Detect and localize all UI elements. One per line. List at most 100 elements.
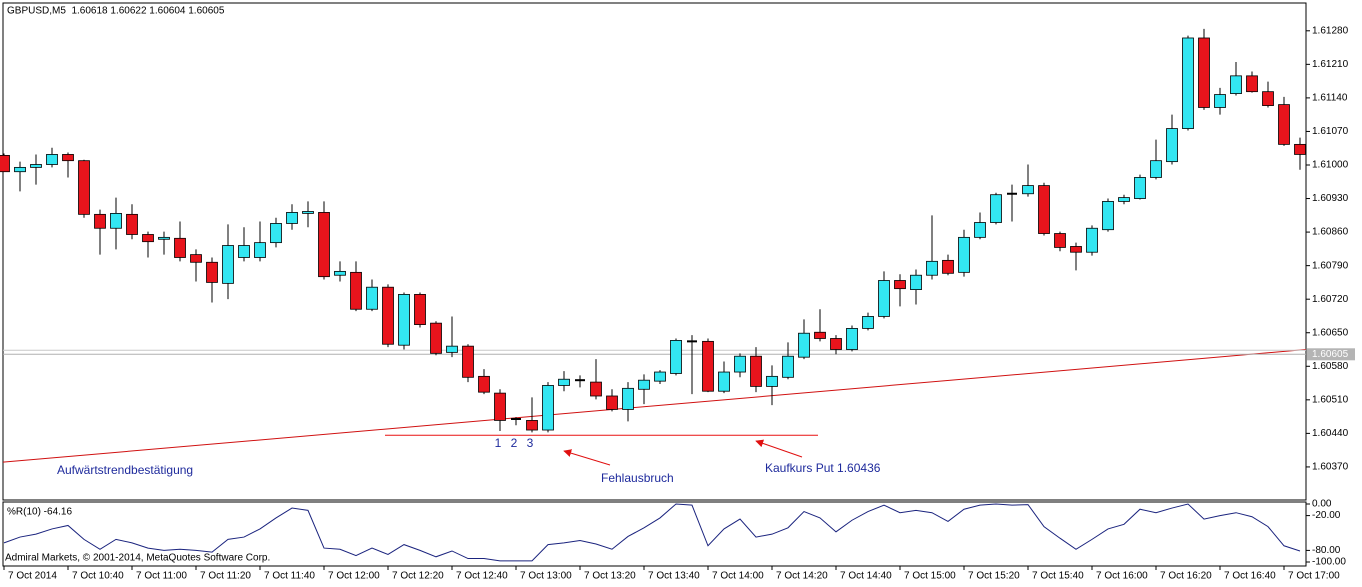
candle-body (30, 164, 42, 168)
candle-body (398, 293, 410, 346)
candle-body (1022, 185, 1034, 195)
x-tick-label: 7 Oct 15:20 (968, 571, 1020, 582)
y-tick-label: 1.60650 (1312, 327, 1349, 338)
candle-body (1214, 94, 1226, 108)
candle-body (318, 212, 330, 278)
y-tick-label: 1.61280 (1312, 25, 1349, 36)
candle-body (846, 328, 858, 350)
candle-body (526, 420, 538, 431)
y-tick-label: -100.00 (1312, 557, 1346, 568)
candle-body (238, 245, 250, 258)
candle-body (350, 271, 362, 310)
candle-body (734, 355, 746, 373)
candle-body (222, 245, 234, 284)
x-tick-label: 7 Oct 12:20 (392, 571, 444, 582)
annotation: 2 (511, 436, 518, 450)
x-tick-label: 7 Oct 13:40 (648, 571, 700, 582)
candle-body (1278, 104, 1290, 145)
x-tick-label: 7 Oct 13:00 (520, 571, 572, 582)
candle-body (14, 166, 26, 173)
candle-body (638, 379, 650, 390)
candle-body (46, 154, 58, 165)
candle-body (94, 213, 106, 229)
annotation: Aufwärtstrendbestätigung (57, 463, 193, 477)
x-tick-label: 7 Oct 14:20 (776, 571, 828, 582)
candle-body (606, 395, 618, 410)
candle-body (558, 378, 570, 386)
candle-body (1150, 160, 1162, 178)
candle-body (1118, 197, 1130, 202)
indicator-title: %R(10) -64.16 (7, 507, 72, 518)
candle-body (1102, 201, 1114, 231)
candle-body (622, 387, 634, 410)
candle-body (654, 371, 666, 382)
annotation: 3 (527, 436, 534, 450)
candle-body (1230, 75, 1242, 94)
candle-body (1166, 128, 1178, 163)
candle-body (366, 286, 378, 310)
candle-body (1246, 75, 1258, 93)
trendline (2, 349, 1307, 463)
y-tick-label: 1.61070 (1312, 126, 1349, 137)
indicator-frame (2, 501, 1307, 567)
candle-body (894, 280, 906, 290)
candle-body (494, 392, 506, 421)
candle-body (542, 385, 554, 431)
candle-body (1182, 37, 1194, 129)
copyright: Admiral Markets, © 2001-2014, MetaQuotes… (5, 553, 270, 564)
candle-body (910, 274, 922, 291)
candle-body (702, 340, 714, 392)
y-tick-label: 1.60930 (1312, 193, 1349, 204)
candle-body (174, 237, 186, 258)
candle-body (766, 375, 778, 387)
candle-body (590, 381, 602, 397)
candle-body (334, 270, 346, 276)
price-label: 1.60605 (1312, 349, 1349, 360)
candle-body (670, 340, 682, 374)
candle-body (1262, 91, 1274, 106)
y-tick-label: 1.60860 (1312, 227, 1349, 238)
y-tick-label: 1.61140 (1312, 93, 1348, 104)
candle-body (718, 371, 730, 392)
candle-body (158, 236, 170, 240)
y-tick-label: 1.60790 (1312, 260, 1349, 271)
x-tick-label: 7 Oct 14:00 (712, 571, 764, 582)
main-frame (2, 2, 1307, 501)
x-tick-label: 7 Oct 16:40 (1224, 571, 1276, 582)
x-tick-label: 7 Oct 14:40 (840, 571, 892, 582)
candle-body (1054, 233, 1066, 248)
y-tick-label: 1.61210 (1312, 59, 1349, 70)
x-tick-label: 7 Oct 16:20 (1160, 571, 1212, 582)
y-tick-label: 1.60440 (1312, 428, 1349, 439)
candle-body (0, 155, 10, 173)
price-label-box (1307, 348, 1355, 361)
candle-body (798, 332, 810, 358)
candle-body (958, 236, 970, 273)
candle-body (990, 194, 1002, 223)
candle-body (62, 154, 74, 162)
candle-body (286, 212, 298, 224)
candle-body (430, 322, 442, 354)
candle-body (78, 160, 90, 215)
candle-body (302, 211, 314, 214)
candle-body (814, 331, 826, 339)
annotation: 1 (495, 436, 502, 450)
y-tick-label: 0.00 (1312, 499, 1332, 510)
arrow (563, 449, 611, 466)
indicator-line (3, 503, 1301, 562)
arrow (755, 439, 803, 458)
y-tick-label: 1.60580 (1312, 361, 1349, 372)
y-tick-label: 1.60370 (1312, 462, 1349, 473)
x-tick-label: 7 Oct 2014 (8, 571, 57, 582)
candle-body (142, 234, 154, 243)
candle-body (926, 260, 938, 276)
y-tick-label: 1.60720 (1312, 294, 1349, 305)
x-tick-label: 7 Oct 16:00 (1096, 571, 1148, 582)
y-tick-label: 1.60510 (1312, 394, 1349, 405)
candle-body (1070, 246, 1082, 253)
chart-title: GBPUSD,M5 1.60618 1.60622 1.60604 1.6060… (7, 6, 225, 17)
candle-body (270, 223, 282, 244)
candle-body (462, 345, 474, 378)
candle-body (942, 259, 954, 274)
